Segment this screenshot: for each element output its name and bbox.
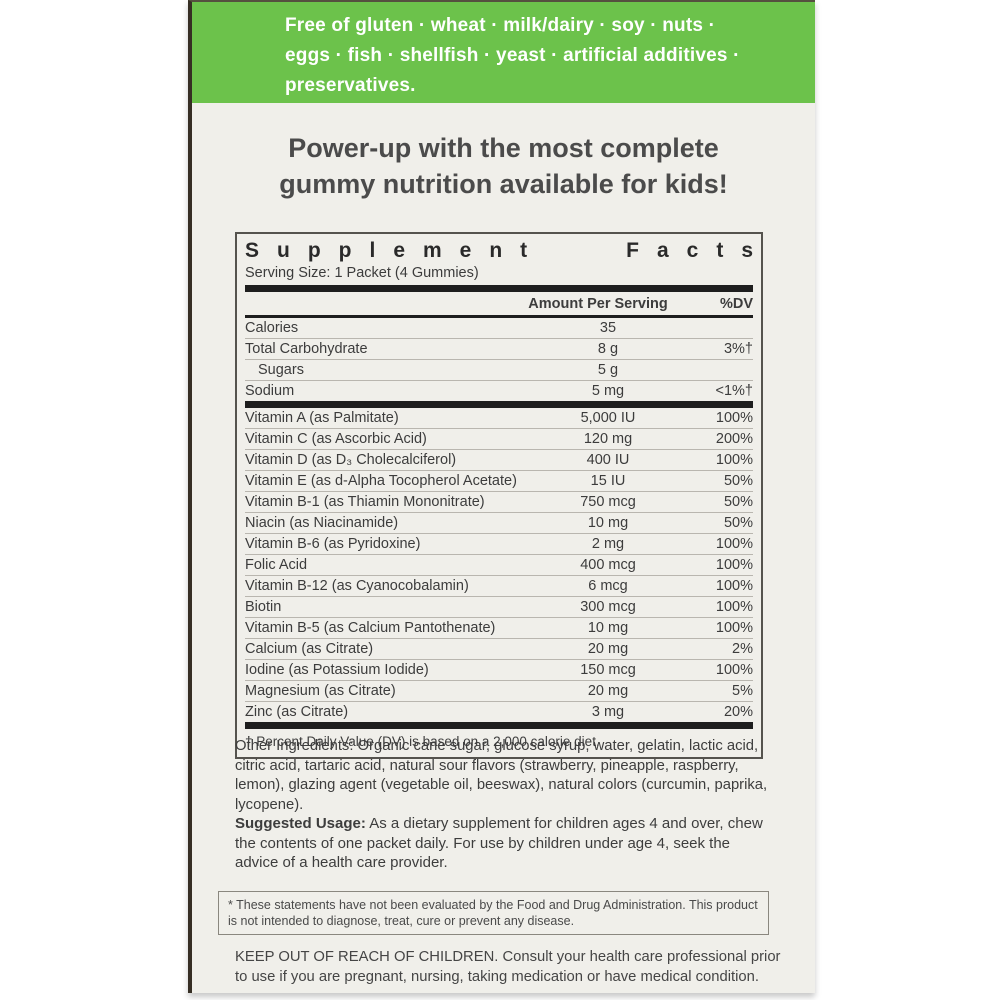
col-header-dv: %DV	[719, 296, 753, 312]
table-row: Vitamin C (as Ascorbic Acid) 120 mg 200%	[245, 428, 753, 449]
suggested-usage-label: Suggested Usage:	[235, 815, 366, 832]
table-row: Vitamin D (as D₃ Cholecalciferol) 400 IU…	[245, 449, 753, 470]
banner-line: Free of gluten · wheat · milk/dairy · so…	[285, 15, 716, 36]
supplement-facts-panel: Supplement Facts Serving Size: 1 Packet …	[235, 232, 763, 759]
divider-medium	[245, 315, 753, 318]
headline-line: Power-up with the most complete	[288, 133, 719, 163]
table-row: Calcium (as Citrate) 20 mg 2%	[245, 638, 753, 659]
supplement-facts-title: Supplement Facts	[245, 238, 753, 264]
fda-disclaimer-box: * These statements have not been evaluat…	[218, 891, 769, 935]
table-row: Folic Acid 400 mcg 100%	[245, 554, 753, 575]
divider-thick	[245, 722, 753, 729]
table-row: Biotin 300 mcg 100%	[245, 596, 753, 617]
suggested-usage: Suggested Usage: As a dietary supplement…	[235, 814, 775, 873]
table-row: Calories 35	[245, 320, 617, 336]
table-row: Vitamin B-5 (as Calcium Pantothenate) 10…	[245, 617, 753, 638]
table-row: Vitamin A (as Palmitate) 5,000 IU 100%	[245, 410, 753, 426]
product-box-back-panel: Free of gluten · wheat · milk/dairy · so…	[188, 0, 815, 993]
dv-footnote: † Percent Daily Value (DV) is based on a…	[245, 734, 600, 749]
table-row: Vitamin B-6 (as Pyridoxine) 2 mg 100%	[245, 533, 753, 554]
divider-thick	[245, 401, 753, 408]
headline-line: gummy nutrition available for kids!	[279, 169, 728, 199]
table-row: Total Carbohydrate 8 g 3%†	[245, 338, 753, 359]
keep-out-warning: KEEP OUT OF REACH OF CHILDREN. Consult y…	[235, 949, 781, 985]
marketing-headline: Power-up with the most complete gummy nu…	[192, 130, 815, 202]
table-row: Niacin (as Niacinamide) 10 mg 50%	[245, 512, 753, 533]
title-word: Facts	[626, 239, 771, 262]
table-row: Iodine (as Potassium Iodide) 150 mcg 100…	[245, 659, 753, 680]
table-column-headers: Amount Per Serving %DV	[245, 292, 753, 315]
table-row: Sugars 5 g	[245, 359, 753, 380]
serving-size: Serving Size: 1 Packet (4 Gummies)	[245, 265, 479, 281]
col-header-amount: Amount Per Serving	[528, 296, 668, 312]
allergen-free-banner: Free of gluten · wheat · milk/dairy · so…	[192, 2, 815, 103]
other-ingredients: Other Ingredients: Organic cane sugar, g…	[235, 738, 768, 813]
suggested-usage-text: As a dietary supplement for children age…	[235, 815, 763, 871]
divider-thick	[245, 285, 753, 292]
table-row: Zinc (as Citrate) 3 mg 20%	[245, 701, 753, 722]
table-row: Vitamin E (as d-Alpha Tocopherol Acetate…	[245, 470, 753, 491]
table-row: Magnesium (as Citrate) 20 mg 5%	[245, 680, 753, 701]
title-word: Supplement	[245, 239, 546, 262]
table-row: Vitamin B-1 (as Thiamin Mononitrate) 750…	[245, 491, 753, 512]
table-row: Vitamin B-12 (as Cyanocobalamin) 6 mcg 1…	[245, 575, 753, 596]
banner-line: preservatives.	[285, 75, 416, 96]
table-row: Sodium 5 mg <1%†	[245, 380, 753, 401]
banner-line: eggs · fish · shellfish · yeast · artifi…	[285, 45, 740, 66]
